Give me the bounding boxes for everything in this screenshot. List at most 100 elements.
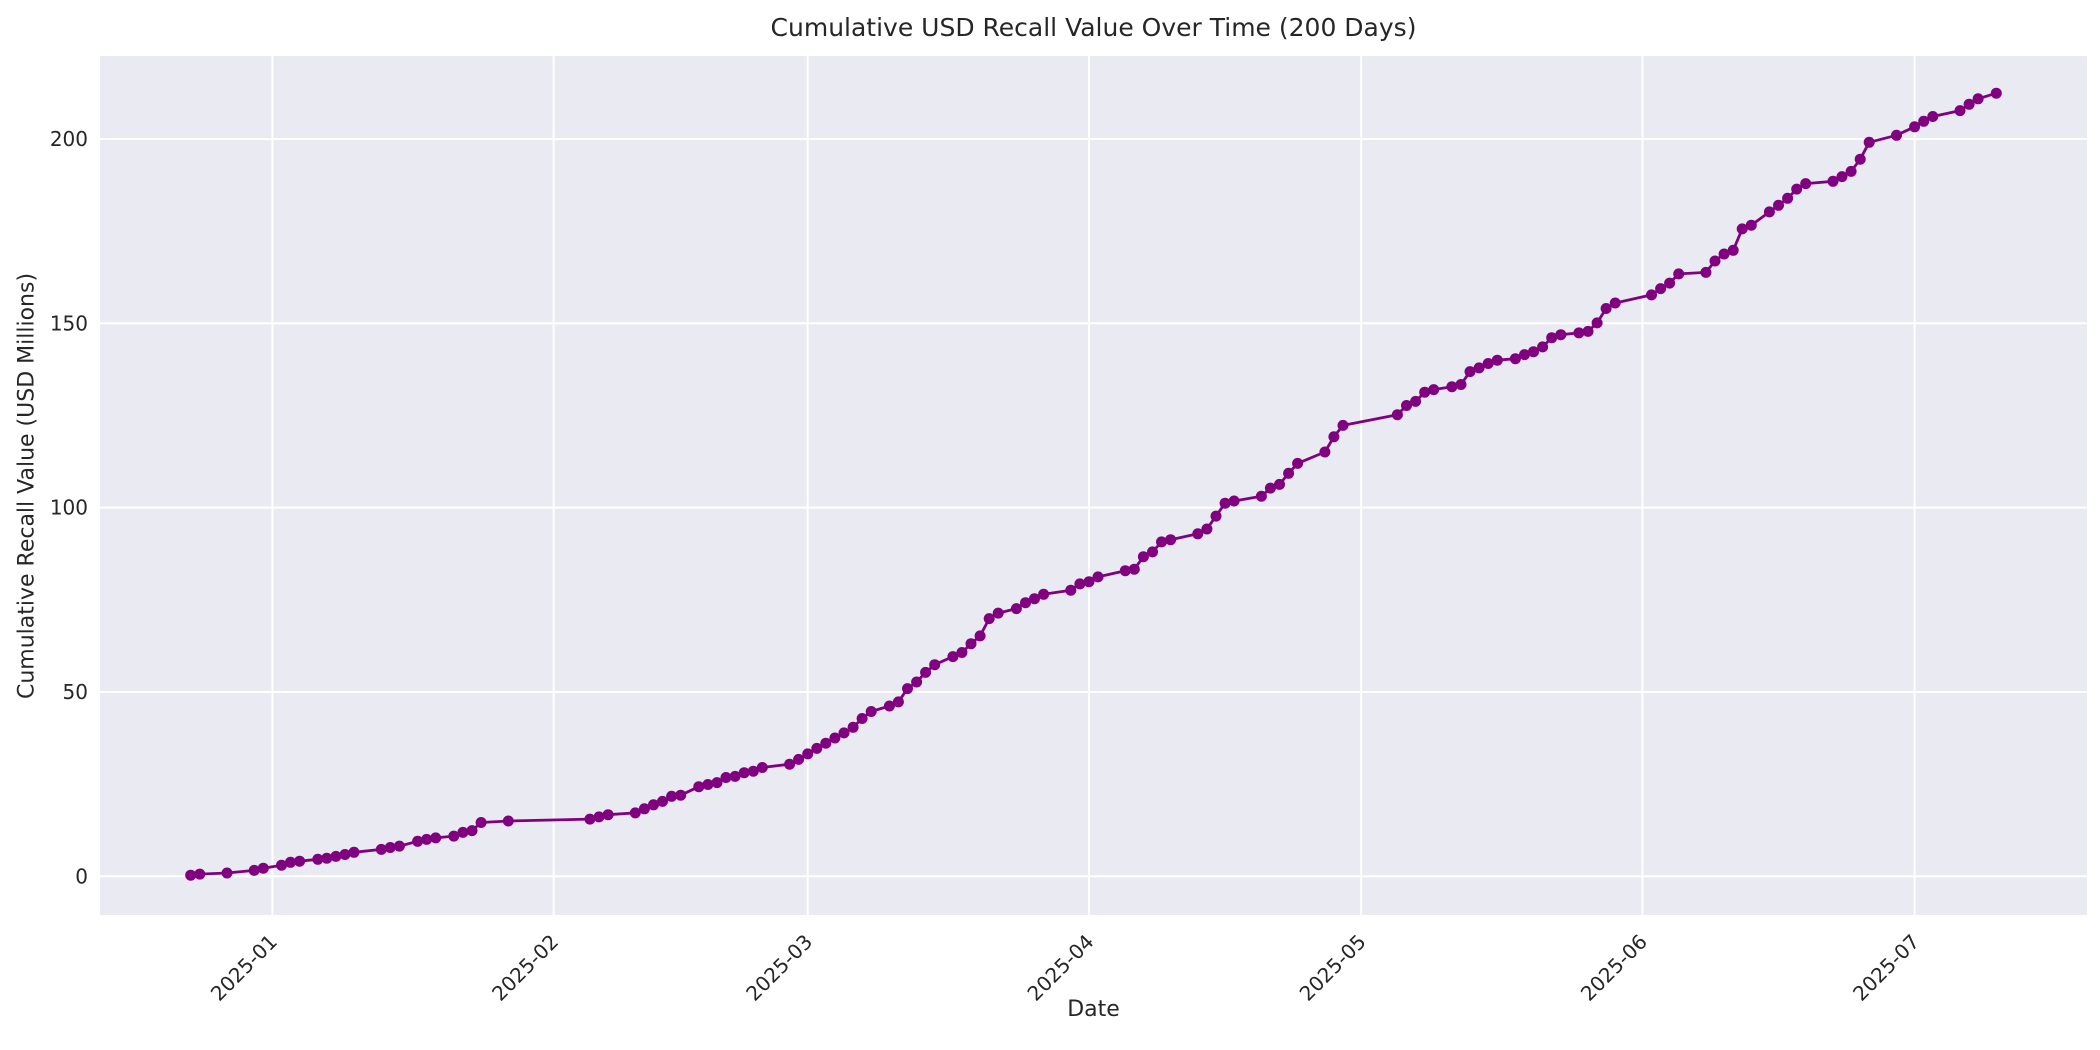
- data-point: [502, 815, 514, 827]
- plot-background: [100, 56, 2087, 915]
- data-point: [892, 696, 904, 708]
- data-point: [1854, 153, 1866, 165]
- data-point: [1455, 379, 1467, 390]
- data-point: [312, 853, 324, 865]
- data-point: [675, 789, 687, 801]
- y-tick-label: 100: [50, 496, 88, 520]
- data-point: [321, 852, 333, 864]
- data-point: [1210, 510, 1222, 522]
- data-point: [811, 742, 823, 754]
- data-point: [738, 767, 750, 779]
- chart-title: Cumulative USD Recall Value Over Time (2…: [770, 13, 1417, 42]
- data-point: [865, 706, 877, 717]
- data-point: [248, 864, 260, 876]
- y-tick-label: 50: [63, 680, 88, 704]
- data-point: [784, 758, 796, 770]
- data-point: [793, 753, 805, 765]
- data-point: [666, 790, 678, 802]
- data-point: [1673, 268, 1685, 280]
- data-point: [1573, 327, 1585, 339]
- data-point: [1228, 495, 1240, 507]
- data-point: [1038, 588, 1050, 600]
- data-point: [1891, 129, 1902, 141]
- x-tick-label: 2025-03: [741, 930, 817, 1006]
- data-point: [1319, 446, 1331, 458]
- data-point: [1718, 248, 1730, 260]
- data-point: [820, 737, 832, 749]
- y-tick-label: 150: [50, 311, 88, 335]
- data-point: [1482, 358, 1494, 369]
- x-tick-label: 2025-02: [487, 930, 563, 1006]
- data-point: [1836, 171, 1848, 183]
- data-point: [802, 748, 814, 760]
- data-point: [920, 666, 932, 678]
- data-point: [1147, 546, 1158, 558]
- data-point: [1219, 497, 1231, 509]
- data-point: [294, 855, 306, 867]
- data-point: [1609, 297, 1621, 309]
- data-point: [965, 638, 977, 650]
- data-point: [276, 859, 287, 871]
- data-point: [1827, 175, 1839, 187]
- data-point: [339, 849, 351, 860]
- data-point: [711, 777, 723, 789]
- data-point: [593, 811, 605, 823]
- data-point: [1128, 563, 1140, 575]
- data-point: [1328, 431, 1340, 443]
- data-point: [1646, 289, 1657, 301]
- data-point: [1410, 395, 1422, 407]
- data-point: [1065, 584, 1077, 596]
- data-point: [657, 795, 668, 807]
- data-point: [729, 770, 741, 782]
- data-point: [747, 765, 759, 777]
- data-point: [1990, 87, 2002, 99]
- data-point: [1274, 478, 1285, 490]
- data-point: [1954, 105, 1966, 117]
- data-point: [221, 867, 233, 879]
- data-point: [1020, 597, 1031, 609]
- data-point: [1909, 121, 1921, 133]
- data-point: [947, 651, 959, 663]
- data-point: [1655, 283, 1667, 295]
- data-point: [1519, 349, 1530, 361]
- data-point: [1972, 93, 1984, 105]
- x-tick-label: 2025-04: [1022, 930, 1098, 1006]
- data-point: [1727, 244, 1739, 256]
- data-point: [992, 607, 1004, 619]
- data-point: [584, 813, 596, 825]
- data-point: [956, 647, 968, 658]
- data-point: [829, 732, 841, 744]
- y-tick-label: 200: [50, 127, 88, 151]
- data-point: [648, 799, 659, 811]
- data-point: [1264, 482, 1276, 494]
- data-point: [693, 781, 705, 793]
- data-point: [457, 826, 469, 838]
- data-point: [838, 727, 850, 739]
- data-point: [1709, 255, 1721, 267]
- data-point: [1255, 490, 1267, 502]
- data-point: [1664, 277, 1676, 289]
- data-point: [412, 835, 424, 847]
- data-point: [1546, 332, 1558, 344]
- data-point: [1391, 409, 1403, 421]
- data-point: [1963, 98, 1975, 110]
- data-point: [1528, 346, 1539, 358]
- data-point: [1791, 183, 1803, 195]
- data-point: [1165, 534, 1177, 546]
- data-point: [602, 809, 614, 821]
- data-point: [1010, 603, 1022, 615]
- data-point: [1156, 536, 1167, 548]
- data-point: [1509, 353, 1521, 365]
- data-point: [1927, 111, 1939, 122]
- data-point: [1401, 400, 1412, 411]
- data-point: [375, 843, 387, 855]
- data-point: [285, 856, 296, 868]
- data-point: [1337, 419, 1349, 431]
- data-point: [1029, 593, 1040, 605]
- data-point: [1745, 219, 1757, 231]
- data-point: [393, 840, 405, 852]
- data-point: [1800, 178, 1812, 190]
- data-point: [1537, 341, 1549, 353]
- data-point: [1292, 457, 1304, 469]
